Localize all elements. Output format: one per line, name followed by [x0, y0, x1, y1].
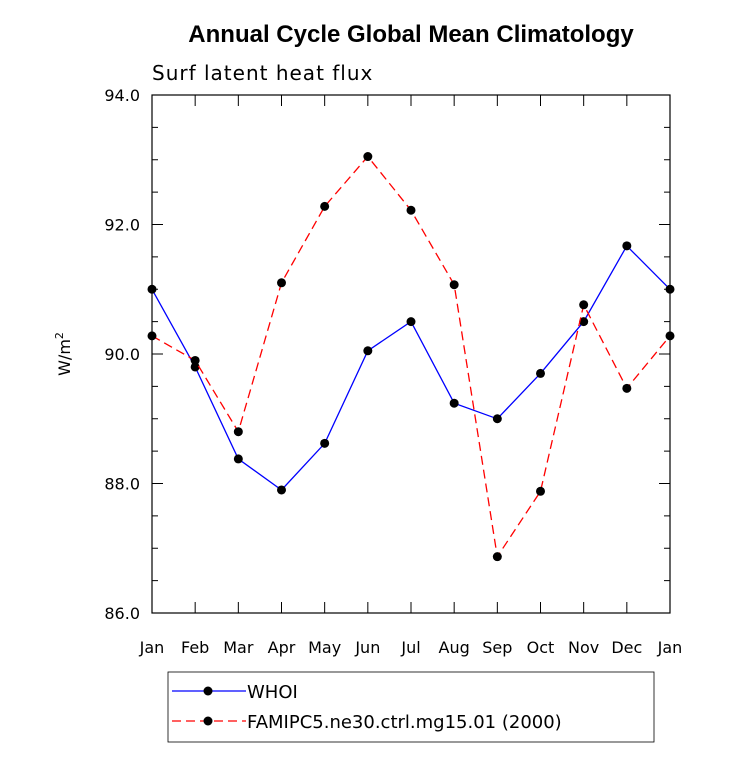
y-tick-label: 90.0 — [104, 345, 140, 364]
y-tick-label: 88.0 — [104, 475, 140, 494]
data-point — [665, 284, 675, 294]
series-line-0 — [151, 244, 671, 491]
chart-title: Annual Cycle Global Mean Climatology — [188, 21, 634, 48]
series-1 — [147, 152, 675, 562]
data-point — [233, 454, 243, 464]
data-point — [190, 362, 200, 372]
y-tick-label: 94.0 — [104, 86, 140, 105]
y-tick-label: 92.0 — [104, 216, 140, 235]
plot-frame — [151, 94, 671, 614]
legend: WHOI FAMIPC5.ne30.ctrl.mg15.01 (2000) — [167, 671, 655, 743]
data-point — [190, 355, 200, 365]
legend-label-1: FAMIPC5.ne30.ctrl.mg15.01 (2000) — [247, 712, 562, 733]
chart-subtitle: Surf latent heat flux — [152, 61, 373, 85]
data-point — [320, 438, 330, 448]
data-point — [622, 383, 632, 393]
legend-marker-1 — [203, 716, 213, 726]
data-point — [406, 205, 416, 215]
data-point — [363, 346, 373, 356]
x-tick-label: Jul — [400, 638, 420, 657]
data-point — [406, 317, 416, 327]
data-point — [233, 427, 243, 437]
legend-frame — [167, 671, 655, 743]
x-tick-label: Aug — [439, 638, 470, 657]
data-point — [320, 201, 330, 211]
data-point — [536, 486, 545, 496]
x-tick-label: Sep — [482, 638, 512, 657]
data-point — [147, 284, 157, 294]
x-tick-label: Apr — [268, 638, 296, 657]
x-tick-label: Jun — [354, 638, 380, 657]
series-line-1 — [151, 155, 671, 559]
data-point — [277, 278, 286, 288]
series-0 — [147, 241, 675, 495]
data-point — [665, 331, 675, 341]
x-tick-label: May — [308, 638, 341, 657]
x-tick-label: Feb — [181, 638, 209, 657]
data-point — [147, 331, 157, 341]
data-point — [492, 552, 502, 562]
plot-area: 86.0 88.0 90.0 92.0 94.0 Jan Feb Mar Apr May Jun Ju… — [104, 86, 682, 657]
data-point — [363, 152, 373, 162]
legend-label-0: WHOI — [247, 682, 298, 703]
data-point — [277, 485, 286, 495]
svg-text:W/m2: W/m2 — [53, 332, 74, 376]
data-point — [622, 241, 632, 251]
y-axis-label: W/m2 — [53, 332, 74, 376]
x-tick-label: Mar — [223, 638, 254, 657]
data-point — [449, 280, 459, 290]
x-tick-label: Jan — [139, 638, 165, 657]
y-axis-label-text: W/m — [55, 339, 74, 376]
x-tick-label: Nov — [568, 638, 599, 657]
data-point — [536, 368, 545, 378]
x-tick-label: Oct — [527, 638, 555, 657]
data-point — [449, 398, 459, 408]
x-tick-label: Jan — [657, 638, 683, 657]
y-tick-label: 86.0 — [104, 604, 140, 623]
data-point — [579, 300, 589, 310]
x-tick-label: Dec — [611, 638, 642, 657]
data-point — [492, 414, 502, 424]
data-point — [579, 317, 589, 327]
legend-marker-0 — [203, 686, 213, 696]
y-axis-label-exponent: 2 — [53, 332, 66, 339]
